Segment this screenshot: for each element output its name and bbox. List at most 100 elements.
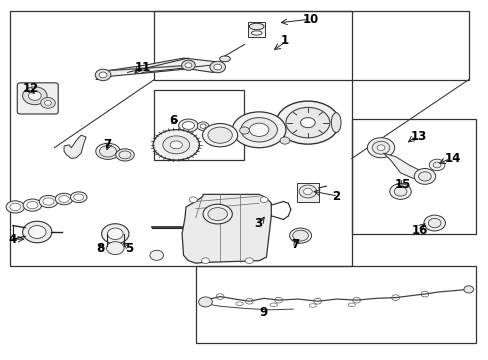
Ellipse shape <box>96 143 120 159</box>
Circle shape <box>106 242 124 255</box>
Circle shape <box>423 215 445 231</box>
Circle shape <box>189 197 197 203</box>
Ellipse shape <box>178 119 198 132</box>
Circle shape <box>260 197 267 203</box>
Bar <box>154 12 468 80</box>
Ellipse shape <box>170 141 182 149</box>
Text: 4: 4 <box>8 233 16 246</box>
Ellipse shape <box>249 23 264 30</box>
Bar <box>351 119 475 234</box>
Ellipse shape <box>23 199 41 211</box>
Circle shape <box>376 145 384 150</box>
Circle shape <box>28 226 46 238</box>
Ellipse shape <box>330 113 340 132</box>
Ellipse shape <box>55 193 73 205</box>
Text: 2: 2 <box>331 190 340 203</box>
Ellipse shape <box>99 145 116 157</box>
FancyBboxPatch shape <box>17 83 58 114</box>
Ellipse shape <box>203 204 232 224</box>
Circle shape <box>150 250 163 260</box>
Circle shape <box>393 187 406 196</box>
Text: 7: 7 <box>290 238 298 251</box>
Ellipse shape <box>74 194 83 201</box>
Circle shape <box>41 98 55 108</box>
Circle shape <box>428 159 444 171</box>
Circle shape <box>418 172 430 181</box>
Circle shape <box>198 297 212 307</box>
Bar <box>247 22 265 37</box>
Text: 15: 15 <box>394 178 410 191</box>
Circle shape <box>303 188 312 195</box>
Text: 7: 7 <box>103 138 111 150</box>
Circle shape <box>184 63 191 68</box>
Text: 11: 11 <box>135 60 151 73</box>
Circle shape <box>28 91 41 100</box>
Ellipse shape <box>285 107 329 138</box>
Text: 6: 6 <box>168 114 177 127</box>
Ellipse shape <box>39 195 58 208</box>
Ellipse shape <box>202 123 237 147</box>
Circle shape <box>95 69 111 81</box>
Ellipse shape <box>249 123 268 136</box>
Ellipse shape <box>251 31 262 35</box>
Circle shape <box>107 228 123 239</box>
Circle shape <box>280 137 289 144</box>
Ellipse shape <box>27 202 38 209</box>
Circle shape <box>389 184 410 199</box>
Circle shape <box>299 185 316 198</box>
Text: 5: 5 <box>125 242 133 255</box>
Ellipse shape <box>276 101 339 144</box>
Circle shape <box>102 224 129 244</box>
Circle shape <box>432 162 440 168</box>
Circle shape <box>22 87 47 105</box>
Circle shape <box>181 60 195 70</box>
Ellipse shape <box>207 208 227 221</box>
Ellipse shape <box>241 118 277 142</box>
Ellipse shape <box>289 228 311 243</box>
Circle shape <box>427 219 440 228</box>
Circle shape <box>99 72 107 78</box>
Ellipse shape <box>70 192 87 203</box>
Ellipse shape <box>182 122 194 130</box>
Circle shape <box>413 168 435 184</box>
Bar <box>195 266 475 343</box>
Circle shape <box>463 286 473 293</box>
Ellipse shape <box>59 195 69 202</box>
Text: 13: 13 <box>409 130 426 143</box>
Circle shape <box>44 100 51 105</box>
Ellipse shape <box>116 149 134 161</box>
Text: 12: 12 <box>22 82 39 95</box>
Text: 9: 9 <box>259 306 267 319</box>
Ellipse shape <box>6 201 24 213</box>
Ellipse shape <box>43 198 54 205</box>
Text: 1: 1 <box>281 34 288 48</box>
Text: 10: 10 <box>303 13 319 26</box>
Text: 16: 16 <box>411 224 427 237</box>
Bar <box>10 12 351 266</box>
Ellipse shape <box>163 136 189 154</box>
Ellipse shape <box>119 151 131 159</box>
Bar <box>154 90 244 160</box>
Circle shape <box>213 64 221 70</box>
Circle shape <box>22 221 52 243</box>
Circle shape <box>209 61 225 73</box>
Circle shape <box>200 124 205 129</box>
Polygon shape <box>383 153 429 180</box>
Ellipse shape <box>207 127 232 143</box>
Text: 3: 3 <box>254 216 262 230</box>
Ellipse shape <box>153 130 199 160</box>
Circle shape <box>371 141 389 154</box>
Polygon shape <box>64 135 86 158</box>
Circle shape <box>366 138 394 158</box>
Polygon shape <box>96 58 224 80</box>
Ellipse shape <box>292 230 308 241</box>
Polygon shape <box>182 194 271 263</box>
Circle shape <box>197 122 208 131</box>
Bar <box>297 183 318 202</box>
Ellipse shape <box>300 118 315 128</box>
Circle shape <box>201 258 209 264</box>
Text: 14: 14 <box>444 152 460 165</box>
Text: 8: 8 <box>96 242 104 255</box>
Circle shape <box>245 258 253 264</box>
Ellipse shape <box>232 112 285 148</box>
